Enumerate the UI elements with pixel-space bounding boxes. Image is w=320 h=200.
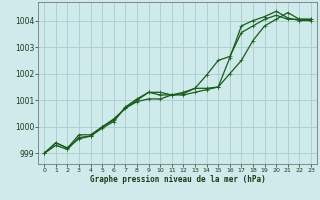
X-axis label: Graphe pression niveau de la mer (hPa): Graphe pression niveau de la mer (hPa) bbox=[90, 175, 266, 184]
